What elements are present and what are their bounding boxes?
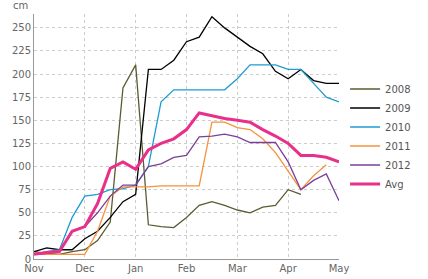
svg-text:Feb: Feb bbox=[178, 263, 196, 274]
svg-text:150: 150 bbox=[12, 115, 31, 126]
svg-text:cm: cm bbox=[13, 0, 28, 11]
svg-text:25: 25 bbox=[18, 230, 31, 241]
svg-text:0: 0 bbox=[25, 254, 31, 265]
svg-text:Apr: Apr bbox=[280, 263, 298, 274]
svg-text:2009: 2009 bbox=[385, 103, 410, 114]
svg-text:Mar: Mar bbox=[228, 263, 248, 274]
svg-text:2012: 2012 bbox=[385, 160, 410, 171]
svg-text:Nov: Nov bbox=[24, 263, 44, 274]
svg-text:75: 75 bbox=[18, 184, 31, 195]
svg-text:200: 200 bbox=[12, 69, 31, 80]
svg-text:2010: 2010 bbox=[385, 122, 410, 133]
svg-text:100: 100 bbox=[12, 161, 31, 172]
svg-text:Jan: Jan bbox=[127, 263, 143, 274]
svg-text:125: 125 bbox=[12, 138, 31, 149]
svg-text:2011: 2011 bbox=[385, 141, 410, 152]
svg-text:175: 175 bbox=[12, 92, 31, 103]
svg-text:250: 250 bbox=[12, 22, 31, 33]
svg-text:May: May bbox=[329, 263, 350, 274]
svg-text:225: 225 bbox=[12, 45, 31, 56]
svg-text:2008: 2008 bbox=[385, 84, 410, 95]
svg-text:Avg: Avg bbox=[385, 179, 404, 190]
svg-text:Dec: Dec bbox=[75, 263, 94, 274]
svg-text:50: 50 bbox=[18, 207, 31, 218]
